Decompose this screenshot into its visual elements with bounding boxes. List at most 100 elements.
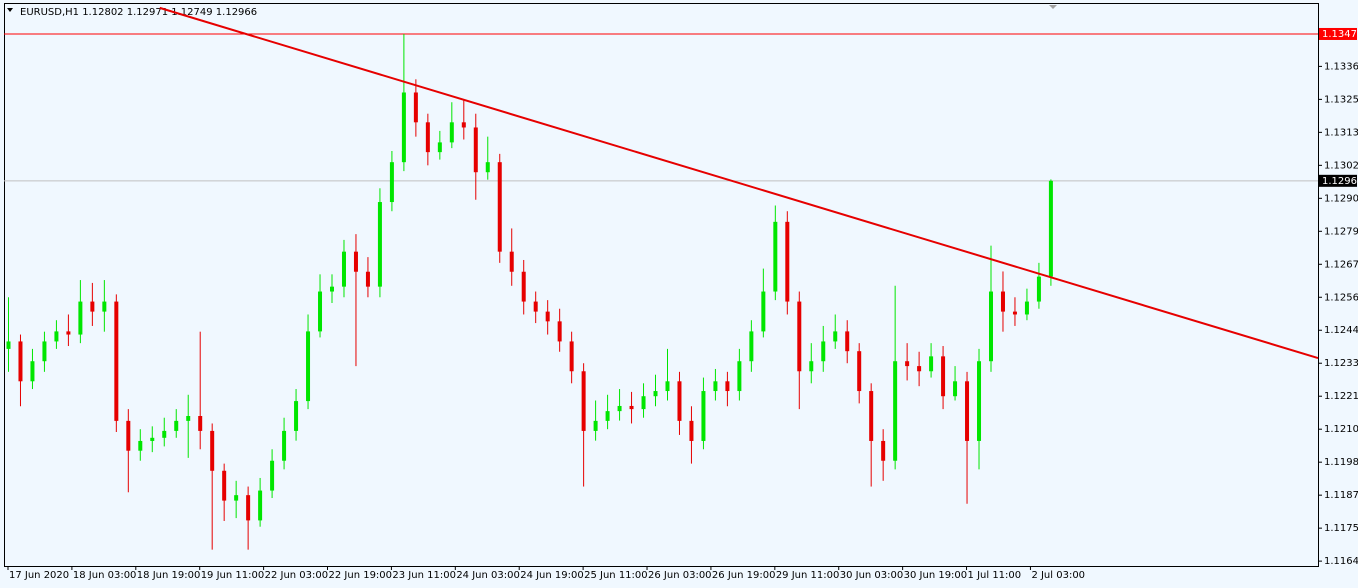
candle-body — [90, 301, 95, 312]
y-tick-label: 1.11755 — [1324, 523, 1358, 534]
candle-body — [497, 162, 502, 252]
candle-body — [401, 92, 406, 163]
candle-body — [857, 351, 862, 392]
candle-body — [473, 127, 478, 173]
candle-body — [341, 251, 346, 287]
y-tick-label: 1.11870 — [1324, 490, 1358, 501]
candle-body — [353, 251, 358, 272]
candle-body — [437, 142, 442, 153]
candle-body — [845, 331, 850, 352]
candle-body — [569, 341, 574, 372]
candle-body — [330, 286, 335, 292]
candle-body — [929, 356, 934, 372]
candle-body — [114, 301, 119, 421]
candle-body — [617, 405, 622, 412]
candle-body — [30, 361, 35, 382]
candle-body — [761, 291, 766, 332]
y-tick-label: 1.13365 — [1324, 61, 1358, 72]
x-tick-label: 24 Jun 03:00 — [456, 570, 520, 581]
candle-body — [593, 420, 598, 431]
candle-body — [18, 341, 23, 382]
x-tick-label: 1 Jul 11:00 — [968, 570, 1022, 581]
x-tick-label: 18 Jun 03:00 — [73, 570, 137, 581]
candle-body — [258, 490, 263, 521]
price-label-box — [1319, 174, 1357, 187]
x-tick-label: 23 Jun 11:00 — [392, 570, 456, 581]
x-tick-label: 25 Jun 11:00 — [584, 570, 648, 581]
candle-body — [581, 371, 586, 431]
y-tick-label: 1.12215 — [1324, 391, 1358, 402]
candle-body — [126, 420, 131, 451]
y-tick-label: 1.12445 — [1324, 325, 1358, 336]
candle-body — [150, 437, 155, 441]
trend-line — [159, 6, 1319, 360]
candle-body — [893, 361, 898, 461]
price-label-box — [1319, 27, 1357, 40]
candle-body — [186, 416, 191, 421]
candle-body — [677, 381, 682, 421]
candle-body — [605, 411, 610, 421]
candle-body — [725, 381, 730, 392]
x-tick-label: 30 Jun 19:00 — [904, 570, 968, 581]
candle-body — [965, 381, 970, 441]
candle-body — [318, 291, 323, 332]
candle-body — [138, 440, 143, 451]
candle-body — [557, 321, 562, 342]
candle-body — [66, 331, 71, 335]
x-tick-label: 22 Jun 19:00 — [329, 570, 393, 581]
candle-body — [234, 495, 239, 501]
candle-body — [821, 341, 826, 362]
candle-body — [449, 122, 454, 143]
candle-body — [509, 251, 514, 272]
candle-body — [270, 460, 275, 491]
candle-body — [629, 405, 634, 410]
candle-body — [365, 271, 370, 287]
candle-body — [282, 430, 287, 461]
candle-body — [54, 331, 59, 342]
candle-body — [306, 331, 311, 402]
candle-body — [413, 92, 418, 123]
y-tick-label: 1.13135 — [1324, 127, 1358, 138]
x-tick-label: 30 Jun 03:00 — [840, 570, 904, 581]
candle-body — [42, 341, 47, 362]
shift-marker — [1049, 5, 1057, 9]
candle-body — [1024, 301, 1029, 315]
x-tick-label: 26 Jun 03:00 — [648, 570, 712, 581]
x-tick-label: 22 Jun 03:00 — [265, 570, 329, 581]
candle-body — [941, 356, 946, 397]
candle-body — [533, 301, 538, 312]
x-tick-label: 24 Jun 19:00 — [520, 570, 584, 581]
x-tick-label: 29 Jun 11:00 — [776, 570, 840, 581]
candle-body — [833, 331, 838, 342]
y-tick-label: 1.12560 — [1324, 292, 1358, 303]
candle-body — [785, 221, 790, 302]
y-tick-label: 1.13250 — [1324, 94, 1358, 105]
x-tick-label: 17 Jun 2020 — [9, 570, 69, 581]
candle-body — [689, 420, 694, 441]
x-tick-label: 26 Jun 19:00 — [712, 570, 776, 581]
symbol-menu-arrow[interactable] — [7, 8, 13, 12]
candle-body — [905, 361, 910, 367]
y-tick-label: 1.13020 — [1324, 160, 1358, 171]
candle-body — [461, 122, 466, 128]
candle-body — [102, 301, 107, 312]
candle-body — [389, 162, 394, 203]
candle-body — [653, 391, 658, 397]
candle-body — [713, 381, 718, 392]
price-label: 1.12966 — [1322, 176, 1358, 187]
candle-body — [1036, 276, 1041, 302]
candle-body — [246, 495, 251, 521]
plot-frame — [4, 3, 1319, 567]
candle-body — [737, 361, 742, 392]
candle-body — [521, 271, 526, 302]
candle-body — [377, 202, 382, 287]
y-tick-label: 1.12330 — [1324, 358, 1358, 369]
candle-body — [78, 301, 83, 335]
candle-body — [988, 291, 993, 362]
chart-title: EURUSD,H1 1.12802 1.12971 1.12749 1.1296… — [20, 7, 257, 18]
candle-body — [210, 430, 215, 471]
candle-body — [701, 391, 706, 441]
candle-body — [222, 470, 227, 501]
candle-body — [485, 162, 490, 173]
